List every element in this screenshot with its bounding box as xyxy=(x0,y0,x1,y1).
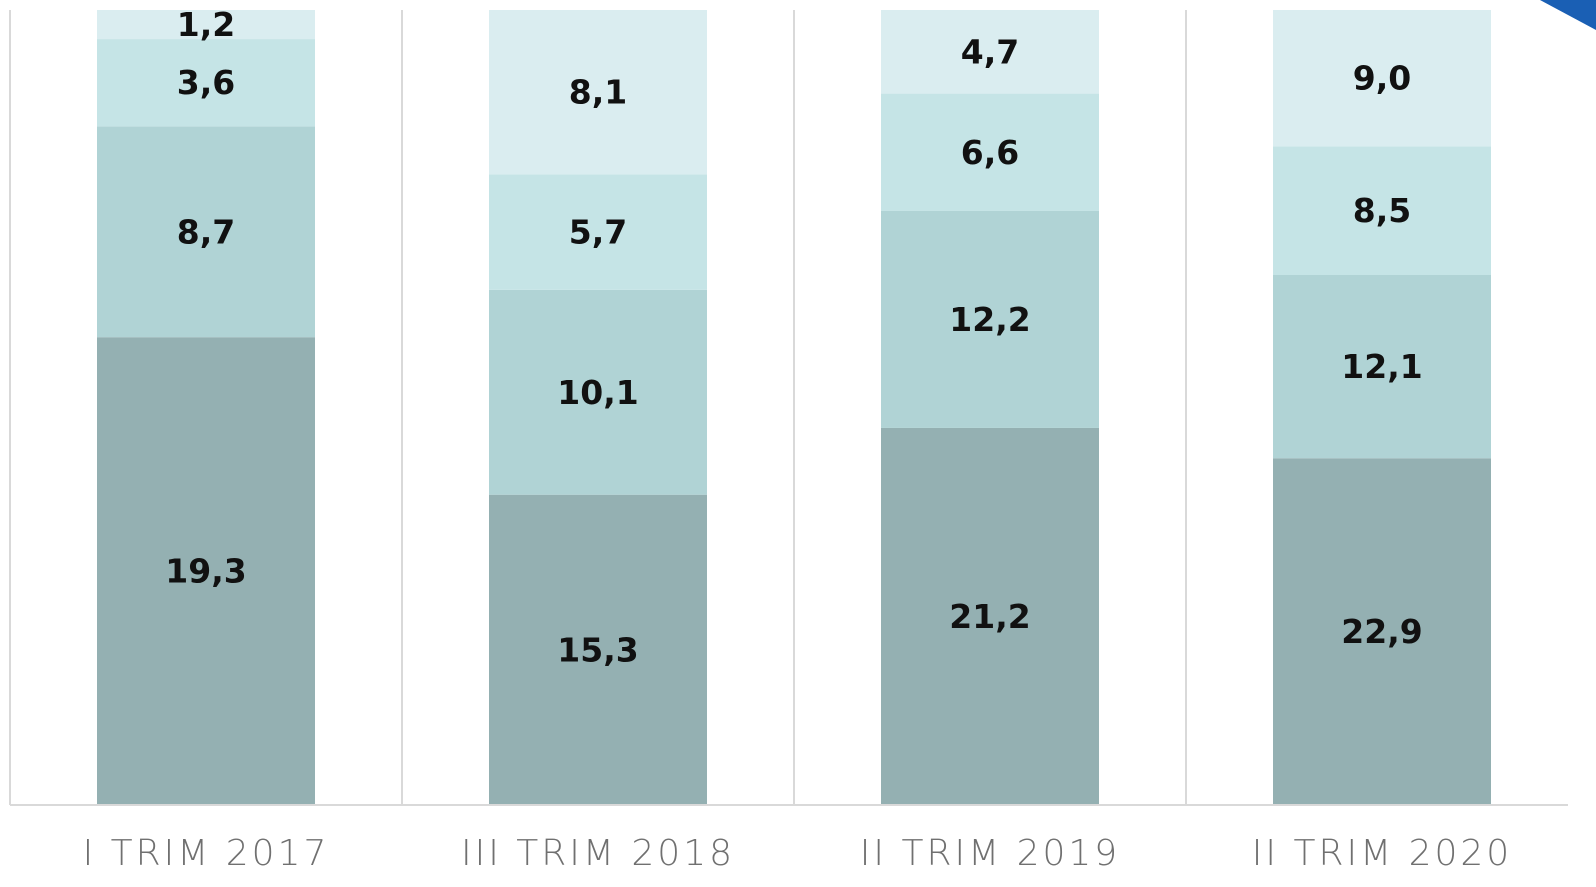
x-tick-label: II TRIM 2019 xyxy=(860,833,1120,874)
bar-segment xyxy=(97,337,315,805)
x-tick-label: II TRIM 2020 xyxy=(1252,833,1512,874)
bar-segment xyxy=(97,126,315,338)
x-tick-label: III TRIM 2018 xyxy=(461,833,735,874)
value-label: 1,2 xyxy=(177,5,235,44)
bar-segment xyxy=(489,10,707,175)
bar-segment xyxy=(881,427,1099,805)
bar-segment xyxy=(489,174,707,290)
value-label: 10,1 xyxy=(557,373,638,412)
value-label: 12,2 xyxy=(949,300,1030,339)
value-label: 8,5 xyxy=(1353,191,1411,230)
value-label: 5,7 xyxy=(569,213,627,252)
value-label: 19,3 xyxy=(165,552,246,591)
corner-decoration xyxy=(1540,0,1596,30)
bar-segment xyxy=(489,289,707,495)
bar-segment xyxy=(1273,458,1491,805)
value-label: 6,6 xyxy=(961,133,1019,172)
value-label: 3,6 xyxy=(177,63,235,102)
value-label: 21,2 xyxy=(949,597,1030,636)
value-label: 4,7 xyxy=(961,32,1019,71)
bar-segment xyxy=(881,93,1099,211)
bar-segment xyxy=(489,494,707,805)
value-label: 22,9 xyxy=(1341,612,1422,651)
bar-segment xyxy=(881,210,1099,428)
bar-segment xyxy=(97,10,315,40)
value-label: 12,1 xyxy=(1341,347,1422,386)
value-label: 8,7 xyxy=(177,212,235,251)
value-label: 8,1 xyxy=(569,73,627,112)
bar-segment xyxy=(881,10,1099,94)
bar-segment xyxy=(1273,146,1491,275)
x-tick-label: I TRIM 2017 xyxy=(83,833,330,874)
bar-segment xyxy=(97,39,315,127)
bar-segment xyxy=(1273,275,1491,459)
value-label: 9,0 xyxy=(1353,59,1411,98)
value-label: 15,3 xyxy=(557,630,638,669)
bar-segment xyxy=(1273,10,1491,147)
